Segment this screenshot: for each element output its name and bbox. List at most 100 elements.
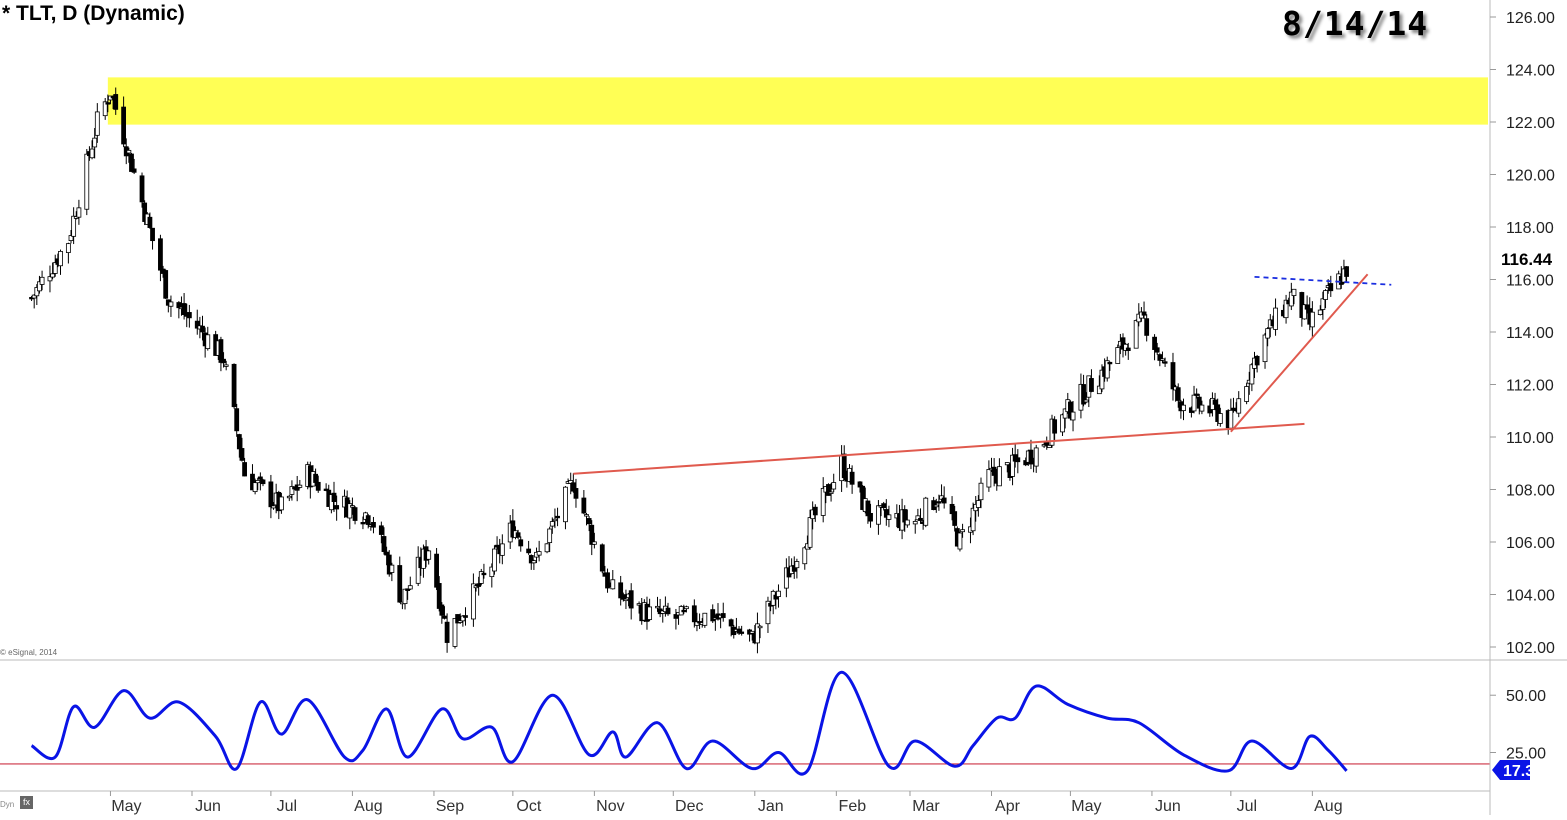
candle-down <box>1015 457 1021 463</box>
candle-down <box>736 628 742 634</box>
candle-up <box>1199 404 1205 412</box>
candle-up <box>997 466 1002 487</box>
candle-up <box>957 532 963 550</box>
candle-up <box>531 560 537 564</box>
candle-down <box>902 509 908 523</box>
candle-down <box>865 500 871 517</box>
candle-down <box>131 168 137 173</box>
candle-up <box>807 517 813 548</box>
candle-down <box>1170 362 1176 390</box>
candle-up <box>536 551 542 556</box>
candle-up <box>1083 399 1089 403</box>
candle-up <box>452 618 458 647</box>
candle-up <box>168 301 174 307</box>
candle-down <box>628 590 634 609</box>
candle-down <box>665 607 671 615</box>
candle-up <box>279 496 284 511</box>
price-tick-label: 108.00 <box>1506 483 1555 500</box>
candle-down <box>857 481 863 488</box>
candle-up <box>1099 369 1105 390</box>
candle-up <box>694 621 700 626</box>
candle-up <box>50 273 55 278</box>
candle-up <box>1070 411 1076 421</box>
candle-up <box>547 528 553 544</box>
candle-up <box>584 514 589 517</box>
candle-up <box>47 276 53 282</box>
time-tick-label: Jun <box>1155 798 1181 815</box>
candle-down <box>1157 354 1163 361</box>
candle-up <box>765 600 771 625</box>
candle-down <box>386 554 392 575</box>
candle-down <box>1162 361 1168 364</box>
candle-up <box>205 334 211 349</box>
candle-up <box>1123 343 1129 351</box>
candle-down <box>194 320 200 329</box>
candle-down <box>1194 393 1200 396</box>
candle-up <box>1104 360 1110 379</box>
candle-down <box>518 539 524 547</box>
candle-up <box>31 294 37 299</box>
time-tick-label: Dec <box>675 798 703 815</box>
candle-down <box>991 466 997 476</box>
candle-down <box>691 605 697 623</box>
time-tick-label: Aug <box>354 798 382 815</box>
candle-up <box>492 548 497 572</box>
candle-down <box>1081 384 1086 405</box>
candle-up <box>636 603 642 606</box>
indicator-label: Dyn <box>0 800 15 809</box>
candle-down <box>849 471 855 485</box>
indicator-settings-icon[interactable]: fx <box>20 796 33 809</box>
candle-down <box>1328 283 1334 292</box>
candle-down <box>476 583 482 587</box>
candle-down <box>918 517 923 521</box>
candle-down <box>121 106 127 145</box>
candle-down <box>139 175 145 203</box>
price-tick-label: 110.00 <box>1506 430 1554 447</box>
candle-up <box>1302 304 1307 320</box>
candle-up <box>415 556 421 584</box>
candle-up <box>544 543 550 553</box>
candle-up <box>749 630 755 634</box>
candle-up <box>94 111 100 136</box>
candle-down <box>941 497 947 504</box>
indicator-last-value-box <box>1492 759 1530 780</box>
candle-down <box>1107 361 1113 365</box>
candle-up <box>1004 462 1010 466</box>
candle-down <box>334 505 340 510</box>
candle-up <box>39 276 45 285</box>
candle-up <box>289 486 295 495</box>
trendline-rising-support <box>1230 273 1369 433</box>
candle-down <box>791 565 797 572</box>
candle-down <box>463 615 468 618</box>
candle-up <box>1323 290 1328 300</box>
candle-down <box>331 492 337 502</box>
candle-up <box>478 571 484 584</box>
candle-up <box>912 521 918 525</box>
candle-down <box>365 515 371 525</box>
candle-down <box>405 588 411 591</box>
candle-down <box>1068 401 1073 419</box>
time-tick-label: Apr <box>995 798 1021 815</box>
candle-up <box>702 612 708 626</box>
candle-down <box>236 434 242 450</box>
candle-down <box>129 153 134 172</box>
candle-down <box>599 544 605 572</box>
candle-down <box>1344 266 1349 277</box>
price-tick-label: 122.00 <box>1506 115 1555 132</box>
candle-up <box>1133 320 1139 349</box>
candle-down <box>739 631 745 634</box>
candle-up <box>552 518 558 522</box>
candle-down <box>868 513 873 522</box>
candle-up <box>960 529 965 533</box>
candle-up <box>1115 347 1121 364</box>
candle-down <box>147 216 153 228</box>
candle-down <box>436 583 442 609</box>
price-tick-label: 102.00 <box>1506 640 1555 657</box>
candle-up <box>457 620 463 623</box>
candle-up <box>923 497 929 526</box>
candle-up <box>92 137 98 148</box>
candle-up <box>933 504 939 508</box>
candle-up <box>389 564 395 573</box>
candle-up <box>402 588 408 604</box>
candle-down <box>510 520 516 538</box>
